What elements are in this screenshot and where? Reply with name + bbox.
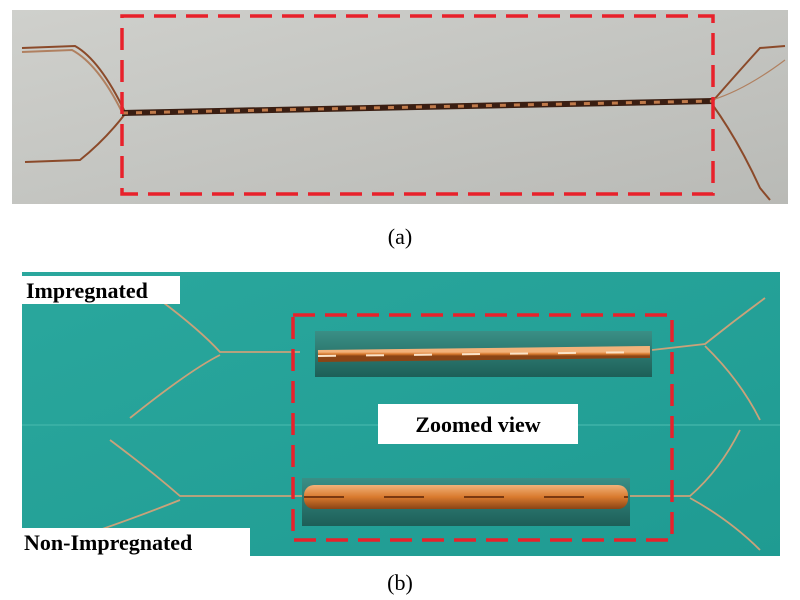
caption-b: (b) bbox=[387, 570, 413, 595]
caption-a: (a) bbox=[388, 224, 412, 249]
photo-a bbox=[12, 10, 788, 204]
photo-b: Impregnated Zoomed view Non-Impregnated bbox=[22, 272, 780, 556]
figure: (a) Impregnated Zoomed view Non-Impregna… bbox=[0, 0, 800, 600]
label-impregnated: Impregnated bbox=[26, 278, 148, 303]
label-zoomed-view: Zoomed view bbox=[415, 412, 540, 437]
label-non-impregnated: Non-Impregnated bbox=[24, 530, 192, 555]
